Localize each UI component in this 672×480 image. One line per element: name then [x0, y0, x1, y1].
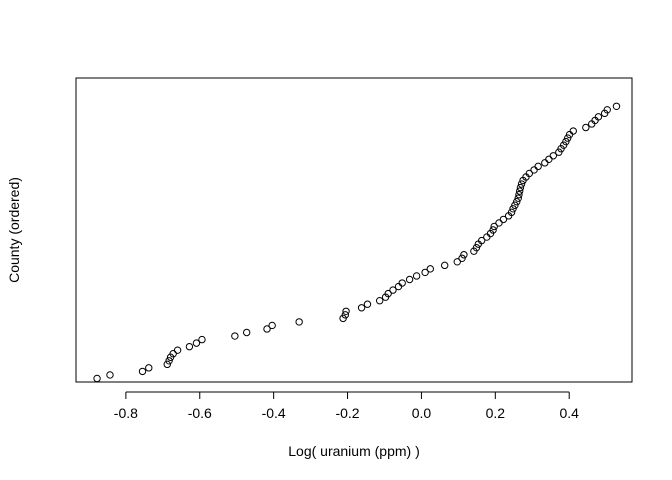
data-point [489, 226, 497, 234]
data-point [394, 282, 403, 291]
data-point [405, 275, 414, 284]
data-point [295, 318, 303, 326]
data-point [472, 243, 481, 252]
data-point [242, 328, 251, 337]
x-axis: -0.8 -0.6 -0.4 -0.2 0.0 0.2 0.4 [114, 391, 579, 421]
x-tick-label: -0.8 [114, 405, 138, 421]
x-tick-label: 0.0 [412, 405, 432, 421]
data-point [530, 166, 538, 174]
plot-frame [75, 77, 633, 383]
data-point [441, 261, 449, 270]
data-points [93, 102, 621, 383]
data-point [515, 187, 524, 195]
data-point [185, 342, 194, 351]
data-point [495, 219, 503, 227]
data-point [603, 106, 611, 114]
data-point [145, 364, 153, 372]
data-point [173, 346, 182, 354]
data-point [375, 297, 384, 305]
x-tick-label: 0.4 [559, 405, 579, 421]
data-point [93, 374, 101, 383]
data-point [341, 311, 350, 319]
data-point [612, 102, 621, 110]
data-point [514, 194, 522, 202]
data-point [342, 307, 350, 315]
data-point [507, 208, 516, 217]
data-point [513, 198, 521, 206]
x-tick-label: -0.4 [262, 405, 286, 421]
y-axis-label: County (ordered) [6, 177, 22, 283]
data-point [421, 268, 429, 277]
data-point [384, 289, 392, 298]
data-point [499, 215, 508, 224]
data-point [594, 113, 603, 121]
x-axis-label: Log( uranium (ppm) ) [288, 443, 420, 459]
data-point [483, 233, 491, 241]
data-point [192, 339, 201, 347]
data-point [564, 134, 572, 142]
data-point [389, 286, 397, 294]
data-point [426, 265, 434, 273]
data-point [582, 123, 590, 132]
data-point [477, 236, 486, 245]
data-point [165, 357, 173, 365]
x-tick-label: -0.6 [188, 405, 212, 421]
data-point [231, 332, 239, 340]
data-point [363, 300, 372, 308]
data-point [357, 304, 366, 312]
data-point [516, 183, 525, 192]
data-point [509, 205, 517, 213]
data-point [453, 258, 461, 266]
data-point [549, 152, 558, 160]
data-point [263, 325, 271, 333]
data-point [138, 367, 147, 376]
data-point [458, 254, 466, 262]
data-point [545, 155, 553, 164]
data-point [541, 159, 549, 167]
data-point [398, 279, 406, 287]
data-point [525, 169, 533, 178]
data-point [460, 251, 468, 259]
data-point [268, 321, 276, 330]
data-point [569, 127, 577, 135]
data-point [198, 335, 206, 344]
data-point [163, 360, 171, 369]
data-point [169, 350, 177, 358]
data-point [511, 201, 519, 209]
data-point [515, 190, 523, 199]
data-point [562, 137, 570, 146]
data-point [490, 222, 498, 231]
x-tick-label: -0.2 [335, 405, 359, 421]
data-point [534, 162, 542, 171]
data-point [517, 180, 526, 188]
x-tick-label: 0.2 [486, 405, 506, 421]
data-point [412, 272, 421, 280]
data-point [106, 371, 114, 379]
